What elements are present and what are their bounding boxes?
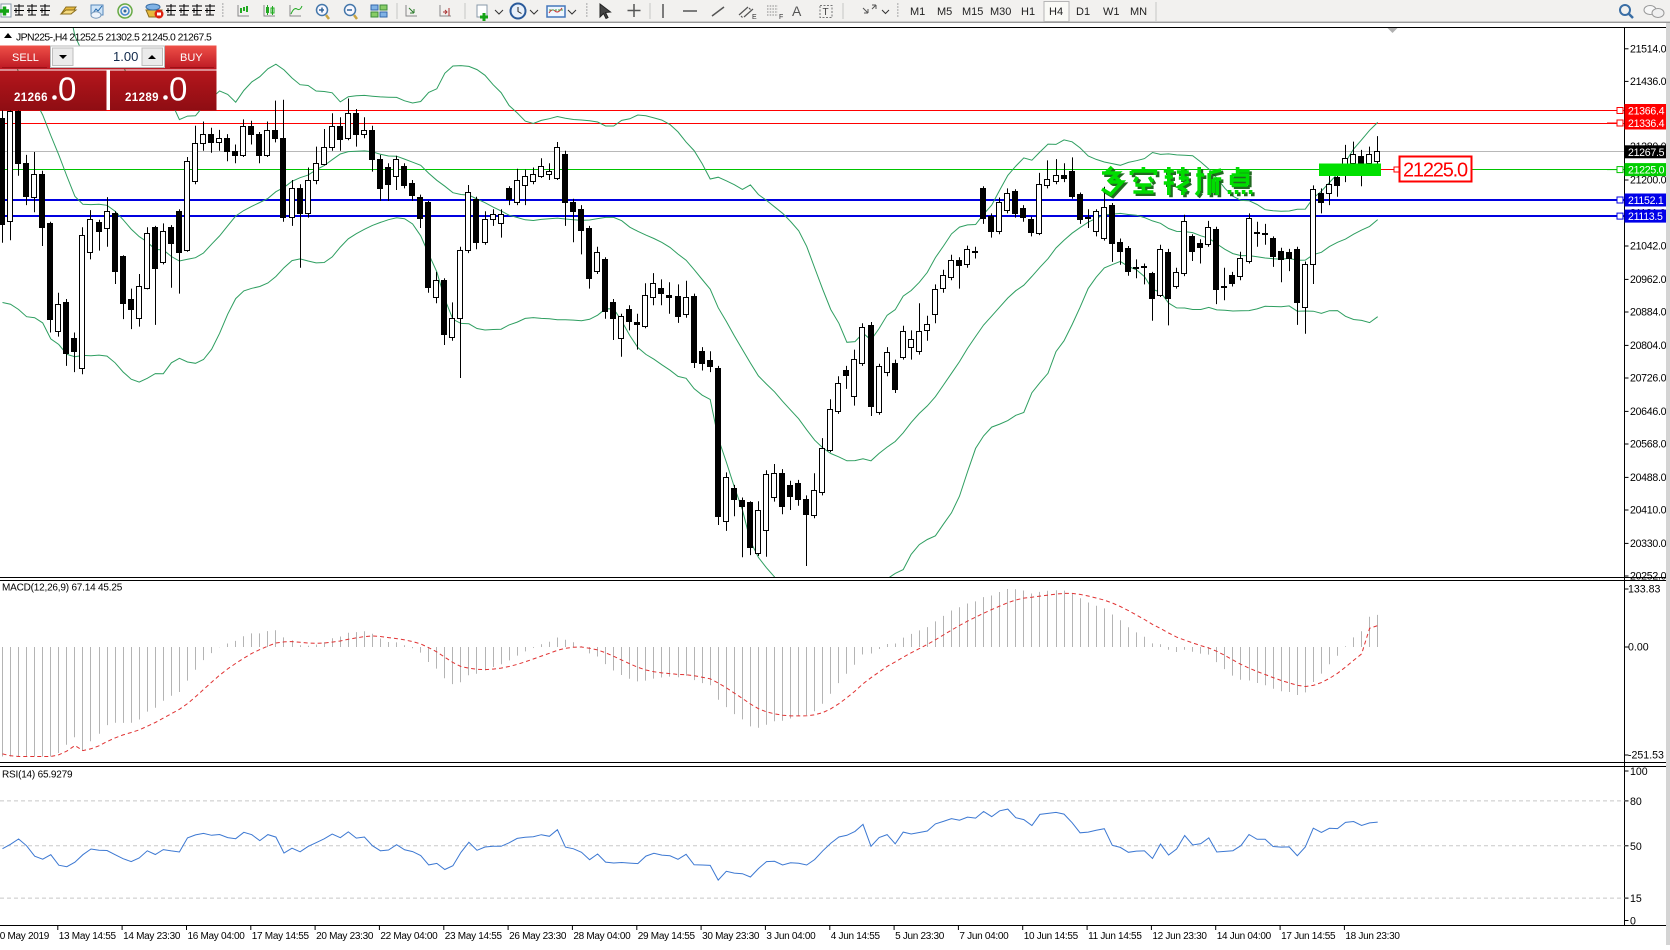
svg-text:50: 50 (1630, 841, 1642, 853)
svg-text:21336.4: 21336.4 (1628, 118, 1665, 130)
svg-text:21266: 21266 (14, 92, 48, 104)
svg-text:20884.0: 20884.0 (1630, 307, 1667, 319)
svg-text:20962.0: 20962.0 (1630, 274, 1667, 286)
svg-text:13 May 14:55: 13 May 14:55 (59, 931, 117, 942)
svg-text:100: 100 (1630, 766, 1648, 778)
svg-text:21152.1: 21152.1 (1628, 195, 1664, 207)
svg-text:1.00: 1.00 (113, 49, 138, 64)
svg-text:0: 0 (58, 71, 76, 108)
svg-text:5 Jun 23:30: 5 Jun 23:30 (895, 931, 945, 942)
svg-text:21113.5: 21113.5 (1628, 211, 1663, 223)
svg-text:21225.0: 21225.0 (1628, 165, 1665, 177)
svg-text:D1: D1 (1076, 6, 1090, 18)
svg-text:28 May 04:00: 28 May 04:00 (573, 931, 631, 942)
svg-text:0: 0 (169, 71, 187, 108)
svg-text:23 May 14:55: 23 May 14:55 (445, 931, 503, 942)
svg-text:18 Jun 23:30: 18 Jun 23:30 (1345, 931, 1400, 942)
svg-text:21200.0: 21200.0 (1630, 175, 1667, 187)
svg-text:26 May 23:30: 26 May 23:30 (509, 931, 567, 942)
svg-text:21289: 21289 (125, 92, 159, 104)
svg-text:10 Jun 14:55: 10 Jun 14:55 (1024, 931, 1079, 942)
svg-text:M15: M15 (962, 6, 983, 18)
svg-text:21267.5: 21267.5 (1628, 147, 1665, 159)
svg-text:21514.0: 21514.0 (1630, 43, 1667, 55)
svg-text:A: A (792, 3, 802, 19)
svg-text:20568.0: 20568.0 (1630, 439, 1667, 451)
svg-text:21436.0: 21436.0 (1630, 76, 1667, 88)
svg-text:H4: H4 (1049, 6, 1063, 18)
svg-text:JPN225-,H4 21252.5 21302.5 21: JPN225-,H4 21252.5 21302.5 21245.0 21267… (16, 33, 212, 44)
svg-text:16 May 04:00: 16 May 04:00 (188, 931, 246, 942)
svg-text:20330.0: 20330.0 (1630, 538, 1667, 550)
svg-text:20488.0: 20488.0 (1630, 472, 1667, 484)
svg-text:20252.0: 20252.0 (1630, 571, 1667, 583)
svg-text:22 May 04:00: 22 May 04:00 (380, 931, 438, 942)
svg-text:BUY: BUY (180, 52, 203, 64)
svg-text:0.00: 0.00 (1628, 642, 1649, 654)
svg-text:F: F (779, 14, 783, 21)
svg-text:20646.0: 20646.0 (1630, 406, 1667, 418)
svg-text:20410.0: 20410.0 (1630, 505, 1667, 517)
svg-text:15: 15 (1630, 893, 1642, 905)
svg-text:17 May 14:55: 17 May 14:55 (252, 931, 310, 942)
svg-text:W1: W1 (1103, 6, 1120, 18)
svg-text:21366.4: 21366.4 (1628, 106, 1665, 118)
svg-text:M30: M30 (990, 6, 1011, 18)
svg-text:29 May 14:55: 29 May 14:55 (638, 931, 696, 942)
svg-text:T: T (823, 7, 829, 18)
svg-text:20726.0: 20726.0 (1630, 373, 1667, 385)
svg-text:SELL: SELL (12, 52, 39, 64)
svg-text:21225.0: 21225.0 (1403, 160, 1468, 182)
svg-text:11 Jun 14:55: 11 Jun 14:55 (1088, 931, 1142, 942)
svg-text:20804.0: 20804.0 (1630, 340, 1667, 352)
svg-text:14 Jun 04:00: 14 Jun 04:00 (1217, 931, 1272, 942)
svg-text:80: 80 (1630, 796, 1642, 808)
svg-text:7 Jun 04:00: 7 Jun 04:00 (959, 931, 1009, 942)
svg-text:20 May 23:30: 20 May 23:30 (316, 931, 374, 942)
svg-text:12 Jun 23:30: 12 Jun 23:30 (1152, 931, 1207, 942)
svg-text:MN: MN (1130, 6, 1147, 18)
svg-text:0: 0 (1630, 916, 1636, 928)
svg-text:4 Jun 14:55: 4 Jun 14:55 (831, 931, 881, 942)
svg-text:M5: M5 (937, 6, 952, 18)
svg-text:133.83: 133.83 (1628, 584, 1661, 596)
svg-text:MACD(12,26,9) 67.14 45.25: MACD(12,26,9) 67.14 45.25 (2, 583, 123, 594)
svg-text:21042.0: 21042.0 (1630, 241, 1667, 253)
svg-text:RSI(14) 65.9279: RSI(14) 65.9279 (2, 770, 73, 781)
svg-text:H1: H1 (1021, 6, 1035, 18)
svg-text:10 May 2019: 10 May 2019 (0, 931, 50, 942)
svg-text:17 Jun 14:55: 17 Jun 14:55 (1281, 931, 1336, 942)
svg-text:3 Jun 04:00: 3 Jun 04:00 (766, 931, 816, 942)
svg-text:E: E (752, 14, 757, 21)
svg-text:M1: M1 (910, 6, 925, 18)
svg-text:14 May 23:30: 14 May 23:30 (123, 931, 181, 942)
svg-text:30 May 23:30: 30 May 23:30 (702, 931, 760, 942)
svg-text:-251.53: -251.53 (1628, 750, 1664, 762)
